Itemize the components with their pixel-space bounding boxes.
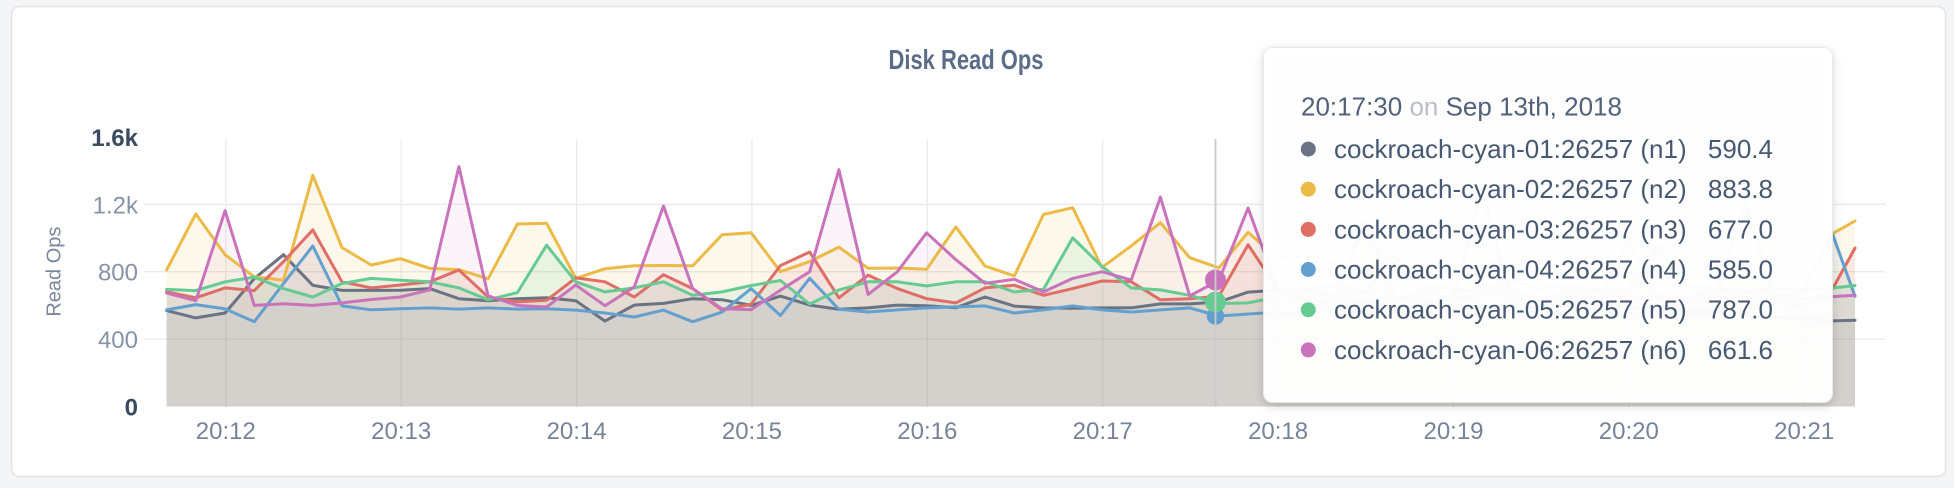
svg-text:20:17: 20:17 xyxy=(1073,418,1133,445)
svg-text:cockroach-cyan-02:26257 (n2): cockroach-cyan-02:26257 (n2) xyxy=(1334,174,1687,204)
svg-text:cockroach-cyan-04:26257 (n4): cockroach-cyan-04:26257 (n4) xyxy=(1334,255,1687,285)
svg-text:883.8: 883.8 xyxy=(1708,174,1773,204)
svg-text:20:17:30 on Sep 13th, 2018: 20:17:30 on Sep 13th, 2018 xyxy=(1301,92,1622,122)
svg-text:cockroach-cyan-03:26257 (n3): cockroach-cyan-03:26257 (n3) xyxy=(1334,214,1687,244)
svg-text:20:16: 20:16 xyxy=(897,418,957,445)
svg-text:20:20: 20:20 xyxy=(1599,418,1659,445)
svg-text:0: 0 xyxy=(125,395,138,422)
svg-text:677.0: 677.0 xyxy=(1708,214,1773,244)
svg-text:20:21: 20:21 xyxy=(1774,418,1834,445)
svg-text:800: 800 xyxy=(98,260,138,287)
svg-text:400: 400 xyxy=(98,327,138,354)
svg-text:787.0: 787.0 xyxy=(1708,295,1773,325)
svg-text:1.2k: 1.2k xyxy=(93,192,139,219)
svg-text:Disk Read Ops: Disk Read Ops xyxy=(889,44,1044,75)
svg-text:590.4: 590.4 xyxy=(1708,134,1773,164)
svg-text:cockroach-cyan-05:26257 (n5): cockroach-cyan-05:26257 (n5) xyxy=(1334,295,1687,325)
svg-text:20:13: 20:13 xyxy=(371,418,431,445)
svg-text:20:15: 20:15 xyxy=(722,418,782,445)
svg-text:585.0: 585.0 xyxy=(1708,255,1773,285)
svg-text:cockroach-cyan-01:26257 (n1): cockroach-cyan-01:26257 (n1) xyxy=(1334,134,1687,164)
svg-text:Read Ops: Read Ops xyxy=(44,227,66,317)
svg-text:20:18: 20:18 xyxy=(1248,418,1308,445)
svg-text:20:19: 20:19 xyxy=(1423,418,1483,445)
svg-text:cockroach-cyan-06:26257 (n6): cockroach-cyan-06:26257 (n6) xyxy=(1334,335,1687,365)
svg-text:20:14: 20:14 xyxy=(547,418,607,445)
svg-text:20:12: 20:12 xyxy=(196,418,256,445)
svg-text:1.6k: 1.6k xyxy=(91,125,138,152)
svg-text:661.6: 661.6 xyxy=(1708,335,1773,365)
